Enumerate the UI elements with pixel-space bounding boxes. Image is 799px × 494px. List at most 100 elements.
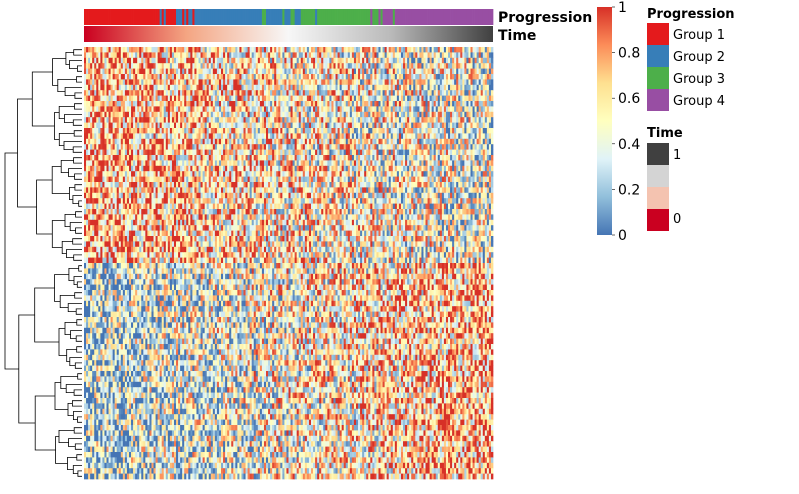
heatmap-cell [331, 90, 334, 96]
heatmap-cell [407, 133, 410, 140]
heatmap-cell [176, 95, 179, 102]
heatmap-cell [480, 74, 484, 80]
heatmap-cell [171, 165, 175, 172]
heatmap-cell [122, 149, 126, 156]
heatmap-cell [407, 111, 410, 118]
heatmap-cell [184, 74, 187, 80]
heatmap-cell [392, 68, 396, 75]
heatmap-cell [288, 52, 291, 59]
dendrogram-branch [72, 238, 82, 245]
heatmap-cell [161, 117, 165, 123]
heatmap-cell [270, 57, 273, 64]
heatmap-cell [425, 171, 428, 177]
heatmap-cell [167, 101, 171, 107]
heatmap-cell [339, 90, 343, 96]
heatmap-cell [411, 138, 414, 145]
heatmap-cell [345, 101, 349, 107]
heatmap-cell [405, 165, 408, 172]
heatmap-cell [382, 149, 385, 156]
heatmap-cell [329, 144, 332, 150]
heatmap-cell [173, 111, 177, 118]
heatmap-cell [435, 68, 439, 75]
heatmap-cell [486, 138, 490, 145]
heatmap-cell [403, 90, 406, 96]
heatmap-cell [223, 117, 226, 123]
heatmap-cell [317, 133, 320, 140]
heatmap-cell [190, 74, 193, 80]
heatmap-cell [378, 138, 381, 145]
heatmap-cell [460, 74, 463, 80]
heatmap-cell [206, 84, 210, 91]
heatmap-cell [257, 117, 261, 123]
heatmap-cell [288, 128, 291, 134]
heatmap-cell [329, 84, 332, 91]
heatmap-cell [311, 57, 314, 64]
heatmap-cell [229, 63, 232, 69]
heatmap-cell [171, 128, 175, 134]
heatmap-cell [362, 133, 365, 140]
heatmap-cell [126, 106, 130, 113]
heatmap-cell [266, 95, 269, 102]
heatmap-cell [243, 52, 246, 59]
heatmap-cell [360, 138, 363, 145]
heatmap-cell [313, 74, 316, 80]
heatmap-cell [147, 133, 150, 140]
heatmap-cell [292, 160, 295, 167]
heatmap-cell [118, 117, 122, 123]
heatmap-cell [325, 95, 328, 102]
heatmap-cell [153, 84, 156, 91]
heatmap-cell [370, 171, 373, 177]
heatmap-cell [208, 52, 212, 59]
heatmap-cell [218, 122, 222, 129]
heatmap-cell [270, 155, 273, 161]
heatmap-cell [407, 160, 410, 167]
heatmap-cell [380, 171, 383, 177]
heatmap-cell [423, 47, 426, 53]
heatmap-cell [345, 90, 349, 96]
heatmap-cell [484, 63, 488, 69]
heatmap-cell [116, 47, 120, 53]
heatmap-cell [165, 47, 169, 53]
heatmap-cell [212, 117, 216, 123]
heatmap-cell [200, 84, 203, 91]
heatmap-cell [178, 149, 181, 156]
heatmap-cell [169, 117, 173, 123]
heatmap-cell [114, 84, 118, 91]
heatmap-cell [407, 155, 410, 161]
heatmap-cell [364, 117, 367, 123]
heatmap-cell [378, 122, 381, 129]
heatmap-cell [358, 57, 361, 64]
heatmap-cell [135, 122, 138, 129]
heatmap-cell [206, 144, 210, 150]
heatmap-cell [173, 171, 177, 177]
heatmap-cell [392, 52, 396, 59]
heatmap-cell [347, 117, 351, 123]
heatmap-cell [145, 133, 148, 140]
heatmap-cell [413, 57, 416, 64]
heatmap-cell [394, 68, 398, 75]
heatmap-cell [388, 138, 392, 145]
heatmap-cell [388, 74, 392, 80]
heatmap-cell [225, 52, 228, 59]
heatmap-cell [296, 52, 300, 59]
heatmap-cell [394, 47, 398, 53]
heatmap-cell [225, 101, 228, 107]
heatmap-cell [208, 47, 212, 53]
heatmap-cell [409, 90, 412, 96]
heatmap-cell [249, 68, 253, 75]
heatmap-cell [131, 144, 134, 150]
heatmap-cell [384, 165, 388, 172]
heatmap-cell [351, 155, 355, 161]
heatmap-cell [374, 106, 377, 113]
heatmap-cell [153, 138, 156, 145]
heatmap-cell [157, 133, 161, 140]
heatmap-cell [233, 47, 236, 53]
heatmap-cell [317, 138, 320, 145]
heatmap-cell [178, 133, 181, 140]
heatmap-cell [431, 171, 435, 177]
heatmap-cell [182, 155, 185, 161]
heatmap-cell [274, 68, 277, 75]
heatmap-cell [268, 144, 271, 150]
heatmap-cell [178, 111, 181, 118]
heatmap-cell [216, 160, 220, 167]
